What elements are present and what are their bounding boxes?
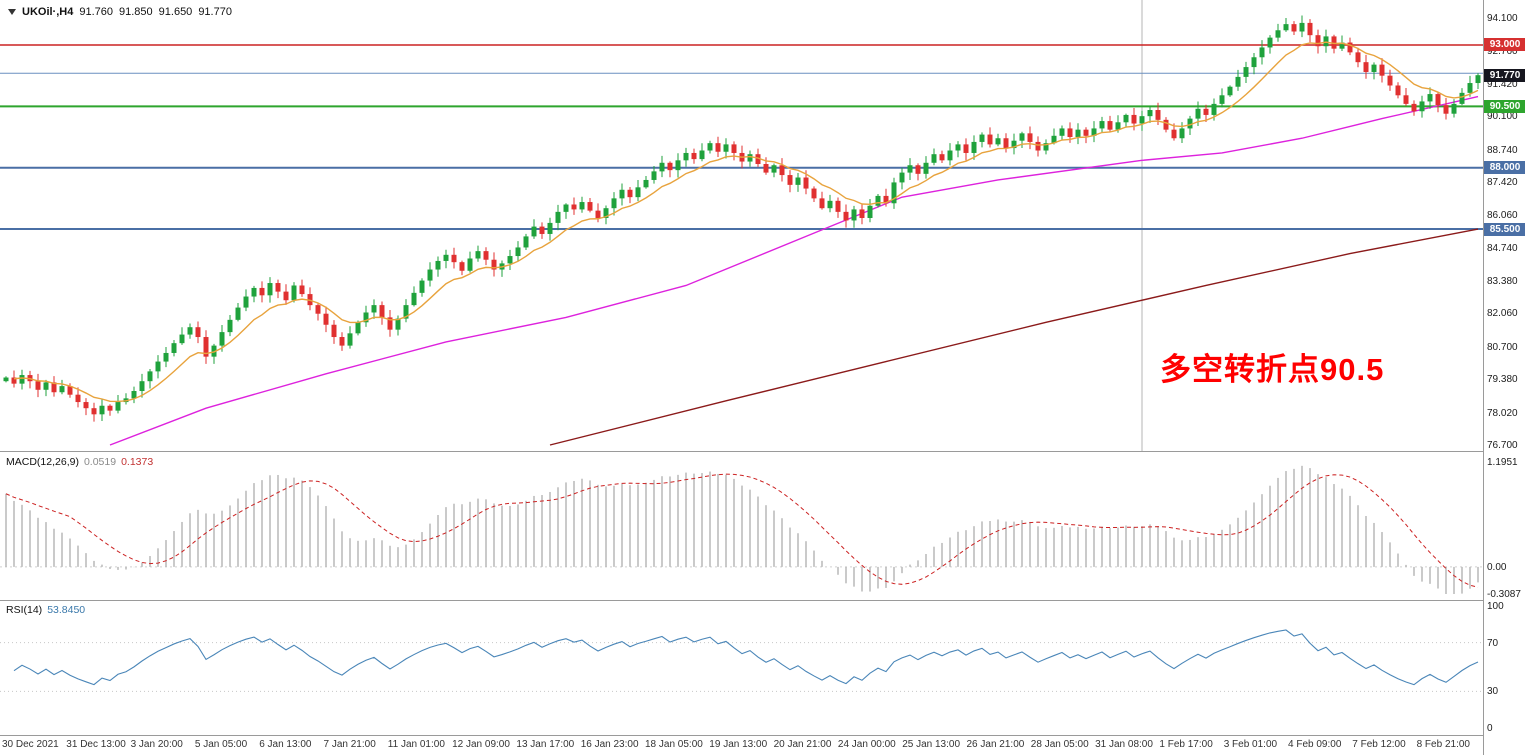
symbol-marker-icon [8, 9, 16, 15]
time-tick-label: 8 Feb 21:00 [1416, 739, 1470, 750]
rsi-indicator-panel[interactable] [0, 601, 1483, 735]
macd-axis-label: 0.00 [1487, 561, 1507, 573]
time-tick-label: 4 Feb 09:00 [1288, 739, 1342, 750]
price-tick-label: 83.380 [1487, 276, 1518, 288]
macd-histogram [5, 465, 1479, 594]
price-tick-label: 94.100 [1487, 13, 1518, 24]
time-tick-label: 25 Jan 13:00 [902, 739, 961, 750]
macd-axis-label: -0.3087 [1487, 589, 1521, 600]
macd-label: MACD(12,26,9) 0.0519 0.1373 [6, 456, 153, 468]
macd-name: MACD(12,26,9) [6, 456, 79, 468]
time-tick-label: 7 Jan 21:00 [323, 739, 376, 750]
ma-slow-line [549, 228, 1479, 446]
panel-separator-macd[interactable] [0, 451, 1484, 452]
symbol-title: UKOil·,H4 [22, 6, 74, 18]
time-tick-label: 13 Jan 17:00 [516, 739, 575, 750]
price-tick-label: 90.100 [1487, 111, 1518, 123]
time-tick-label: 19 Jan 13:00 [709, 739, 768, 750]
time-tick-label: 6 Jan 13:00 [259, 739, 312, 750]
time-tick-label: 16 Jan 23:00 [580, 739, 639, 750]
rsi-axis-label: 100 [1487, 601, 1504, 612]
time-axis[interactable]: 30 Dec 2021 31 Dec 13:00 3 Jan 20:00 5 Jan … [0, 736, 1483, 755]
ohlc-close: 91.770 [198, 6, 232, 18]
rsi-axis-label: 70 [1487, 637, 1499, 649]
annotation-text: 多空转折点90.5 [1160, 352, 1385, 387]
panel-separator-timeaxis [0, 735, 1484, 736]
ohlc-open: 91.760 [79, 6, 113, 18]
chart-header: UKOil·,H4 91.760 91.850 91.650 91.770 [8, 6, 232, 18]
price-tick-label: 88.740 [1487, 144, 1518, 156]
time-tick-label: 31 Dec 13:00 [66, 739, 126, 750]
rsi-line [13, 629, 1479, 686]
time-tick-label: 28 Jan 05:00 [1030, 739, 1089, 750]
rsi-value: 53.8450 [47, 604, 86, 616]
time-tick-label: 26 Jan 21:00 [966, 739, 1025, 750]
price-tick-label: 82.060 [1487, 308, 1518, 320]
candles-layer [3, 15, 1481, 422]
horizontal-level-lines [0, 44, 1483, 231]
price-tick-label: 79.380 [1487, 374, 1518, 386]
ma-fast-line [13, 41, 1479, 403]
time-tick-label: 7 Feb 12:00 [1352, 739, 1406, 750]
price-tick-label: 84.740 [1487, 242, 1518, 254]
macd-signal-value: 0.1373 [121, 456, 154, 468]
ohlc-low: 91.650 [158, 6, 193, 18]
price-tick-label: 87.420 [1487, 176, 1518, 188]
time-tick-label: 24 Jan 00:00 [837, 739, 896, 750]
main-price-chart[interactable] [0, 0, 1483, 451]
time-tick-label: 11 Jan 01:00 [387, 739, 445, 750]
price-axis[interactable]: 94.10092.76091.42090.10088.74087.42086.0… [1483, 0, 1525, 755]
macd-axis-label: 1.1951 [1487, 457, 1518, 468]
time-tick-label: 18 Jan 05:00 [645, 739, 703, 750]
price-tick-label: 91.420 [1487, 78, 1518, 90]
time-tick-label: 20 Jan 21:00 [773, 739, 832, 750]
rsi-label: RSI(14) 53.8450 [6, 604, 85, 616]
price-tick-label: 78.020 [1487, 407, 1518, 419]
time-tick-label: 31 Jan 08:00 [1095, 739, 1153, 750]
price-badge: 91.770 [1484, 68, 1525, 82]
price-badge: 88.000 [1484, 161, 1525, 175]
price-badge: 93.000 [1484, 38, 1525, 52]
rsi-axis-label: 0 [1487, 723, 1493, 734]
panel-separator-rsi[interactable] [0, 600, 1484, 601]
time-tick-label: 12 Jan 09:00 [452, 739, 510, 750]
price-tick-label: 86.060 [1487, 210, 1518, 222]
price-badge: 85.500 [1484, 222, 1525, 236]
time-tick-label: 3 Feb 01:00 [1223, 739, 1278, 750]
price-badge: 90.500 [1484, 99, 1525, 113]
macd-main-value: 0.0519 [83, 456, 117, 468]
price-tick-label: 76.700 [1487, 440, 1518, 451]
macd-signal-line [5, 473, 1479, 588]
time-tick-label: 3 Jan 20:00 [130, 739, 183, 750]
time-tick-label: 1 Feb 17:00 [1159, 739, 1213, 750]
rsi-name: RSI(14) [6, 604, 43, 616]
rsi-axis-label: 30 [1487, 686, 1499, 698]
ohlc-high: 91.850 [119, 6, 153, 18]
time-tick-label: 30 Dec 2021 [2, 739, 59, 750]
price-tick-label: 80.700 [1487, 341, 1518, 353]
macd-indicator-panel[interactable] [0, 452, 1483, 600]
time-tick-label: 5 Jan 05:00 [194, 739, 248, 750]
